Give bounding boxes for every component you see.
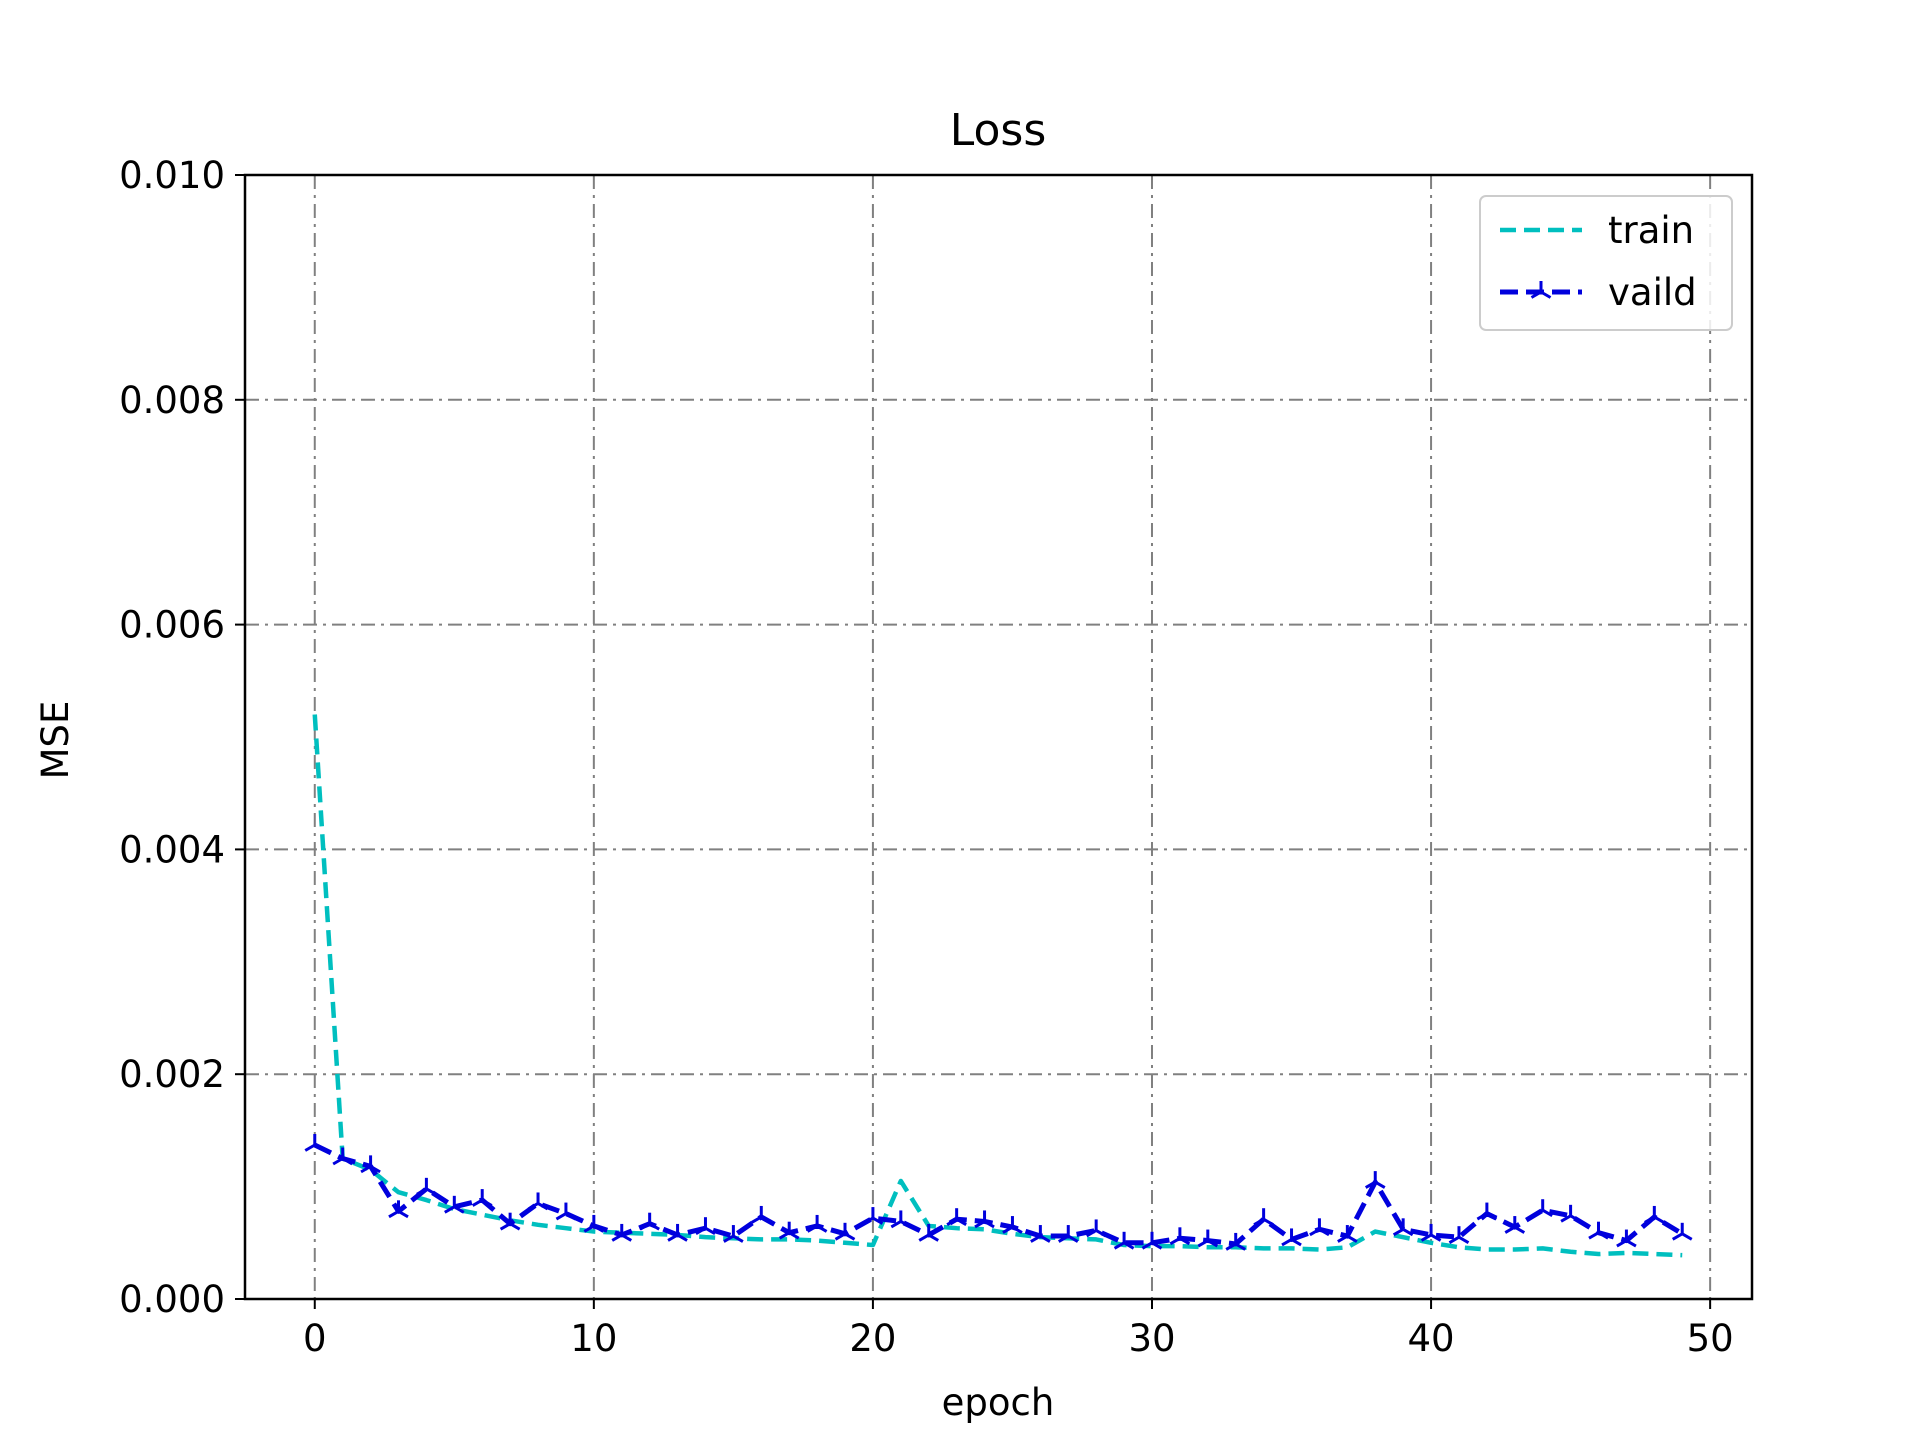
legend: train vaild — [1479, 195, 1733, 331]
data-point-vaild — [1588, 1221, 1609, 1240]
data-point-vaild — [974, 1210, 995, 1229]
y-tick-label: 0.008 — [119, 379, 225, 422]
data-point-vaild — [639, 1212, 660, 1231]
data-point-vaild — [416, 1177, 437, 1196]
data-point-vaild — [806, 1214, 828, 1233]
data-point-vaild — [751, 1205, 772, 1224]
y-tick-label: 0.006 — [119, 604, 225, 647]
y-tick-label: 0.004 — [119, 828, 225, 871]
y-axis-label: MSE — [34, 701, 77, 780]
axes-frame — [243, 173, 1754, 1301]
data-point-vaild — [1281, 1228, 1302, 1247]
y-tick-label: 0.010 — [119, 154, 225, 197]
data-point-vaild — [444, 1195, 465, 1214]
data-point-vaild — [723, 1225, 744, 1243]
x-tick-label: 0 — [303, 1317, 327, 1360]
data-point-vaild — [1253, 1208, 1274, 1226]
series-line-train — [312, 714, 1683, 1258]
data-point-vaild — [1225, 1232, 1246, 1251]
data-point-vaild — [1532, 1199, 1553, 1218]
chart-title: Loss — [950, 105, 1047, 156]
data-point-vaild — [695, 1217, 716, 1235]
data-point-vaild — [1337, 1225, 1358, 1243]
data-point-vaild — [1616, 1229, 1637, 1248]
legend-label-vaild: vaild — [1608, 271, 1697, 314]
data-point-vaild — [1169, 1227, 1191, 1246]
data-point-vaild — [471, 1189, 493, 1207]
data-point-vaild — [667, 1223, 688, 1242]
x-tick-label: 40 — [1408, 1317, 1455, 1360]
data-point-vaild — [304, 1134, 326, 1152]
data-point-vaild — [1671, 1222, 1693, 1241]
plot-series — [304, 714, 1693, 1258]
data-point-vaild — [1476, 1202, 1498, 1221]
x-tick-label: 50 — [1687, 1317, 1734, 1360]
legend-box — [1479, 195, 1733, 331]
data-point-vaild — [499, 1212, 521, 1231]
data-point-vaild — [1085, 1219, 1107, 1238]
data-point-vaild — [1504, 1216, 1526, 1234]
data-point-vaild — [1030, 1225, 1051, 1243]
legend-marker-vaild — [1530, 281, 1552, 299]
data-point-vaild — [555, 1202, 577, 1221]
data-point-vaild — [388, 1200, 409, 1219]
legend-label-train: train — [1608, 209, 1694, 252]
data-point-vaild — [890, 1210, 912, 1229]
data-point-vaild — [1392, 1218, 1414, 1237]
data-point-vaild — [1560, 1204, 1581, 1223]
data-point-vaild — [360, 1155, 381, 1174]
x-axis-label: epoch — [942, 1381, 1055, 1424]
data-point-vaild — [1197, 1229, 1219, 1248]
data-point-vaild — [1364, 1171, 1386, 1189]
data-point-vaild — [1644, 1205, 1665, 1224]
data-point-vaild — [1448, 1226, 1470, 1244]
data-point-vaild — [332, 1147, 353, 1166]
data-point-vaild — [1141, 1231, 1163, 1250]
data-point-vaild — [583, 1214, 605, 1233]
x-tick-label: 30 — [1128, 1317, 1175, 1360]
data-point-vaild — [611, 1223, 633, 1242]
data-point-vaild — [946, 1208, 967, 1226]
data-point-vaild — [778, 1221, 800, 1240]
data-point-vaild — [834, 1222, 856, 1241]
data-point-vaild — [1002, 1216, 1023, 1234]
x-tick-label: 20 — [849, 1317, 896, 1360]
series-markers-vaild — [304, 1134, 1693, 1251]
data-point-vaild — [862, 1207, 884, 1225]
y-tick-label: 0.000 — [119, 1278, 225, 1321]
data-point-vaild — [1420, 1223, 1442, 1242]
data-point-vaild — [527, 1192, 549, 1211]
axis-ticks: 0 10 20 30 40 50 0.000 0.002 0.004 0.006 0.008 0.01… — [119, 154, 1734, 1360]
data-point-vaild — [1057, 1225, 1079, 1243]
x-tick-label: 10 — [570, 1317, 617, 1360]
data-point-vaild — [1113, 1231, 1135, 1250]
data-point-vaild — [1309, 1218, 1330, 1237]
y-tick-label: 0.002 — [119, 1053, 225, 1096]
data-point-vaild — [918, 1223, 940, 1242]
